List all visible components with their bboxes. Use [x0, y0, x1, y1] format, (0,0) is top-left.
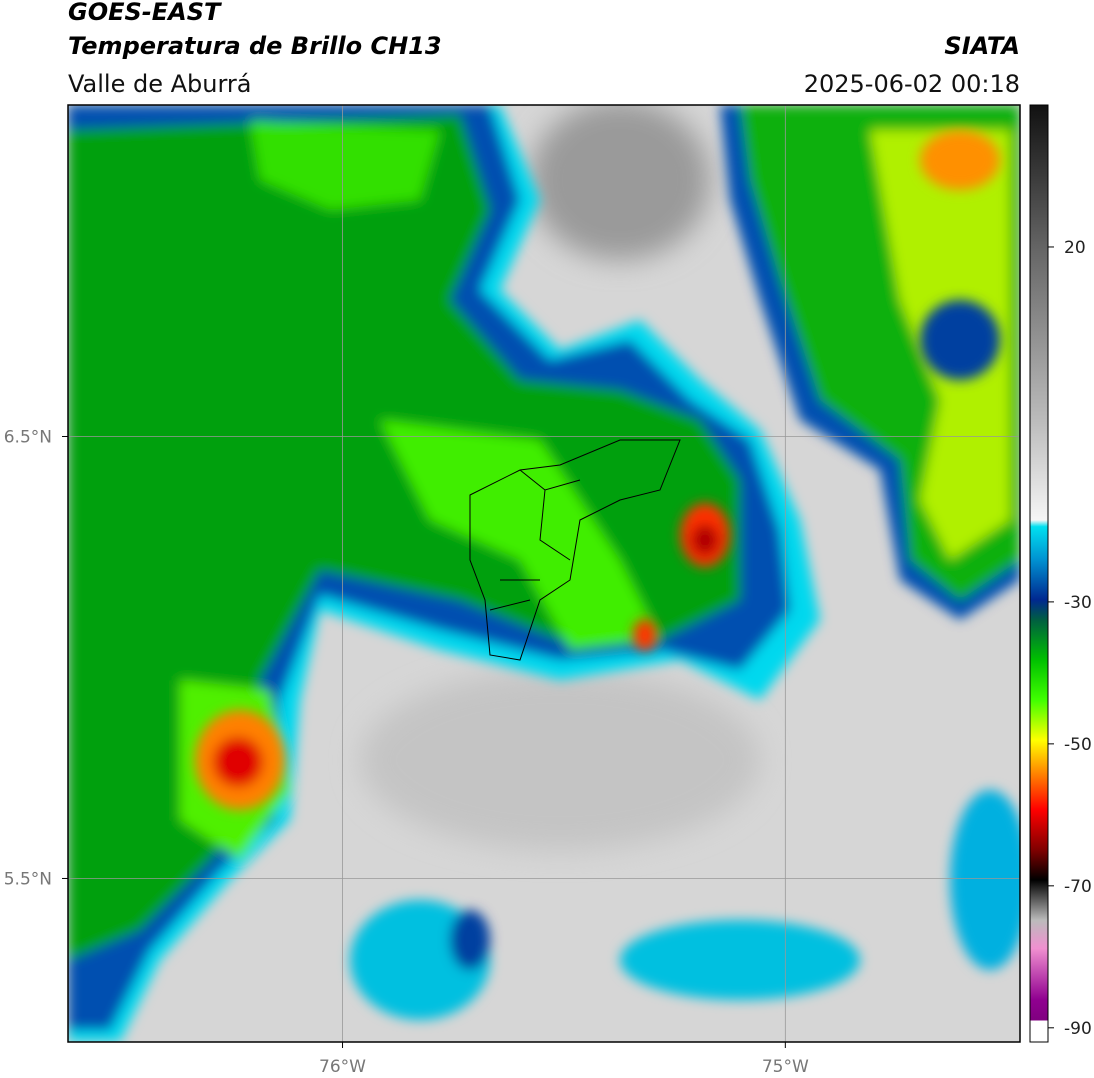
- colorbar-tick-label: -50: [1064, 735, 1092, 755]
- map-frame: [67, 104, 1021, 1043]
- colorbar: [1029, 104, 1049, 1043]
- colorbar-tick-label: 20: [1064, 238, 1086, 258]
- colorbar-tick-label: -90: [1064, 1019, 1092, 1039]
- colorbar-tick-label: -30: [1064, 593, 1092, 613]
- y-tick-label: 6.5°N: [4, 427, 52, 447]
- colorbar-tick-label: -70: [1064, 877, 1092, 897]
- satellite-image: [68, 105, 1020, 1042]
- y-tick-label: 5.5°N: [4, 869, 52, 889]
- title: GOES-EAST: [68, 0, 222, 26]
- x-tick-label: 75°W: [762, 1057, 809, 1077]
- source: SIATA: [944, 32, 1020, 60]
- x-tick-label: 76°W: [319, 1057, 366, 1077]
- region: Valle de Aburrá: [68, 70, 252, 98]
- datetime: 2025-06-02 00:18: [804, 70, 1020, 98]
- subtitle: Temperatura de Brillo CH13: [68, 32, 442, 60]
